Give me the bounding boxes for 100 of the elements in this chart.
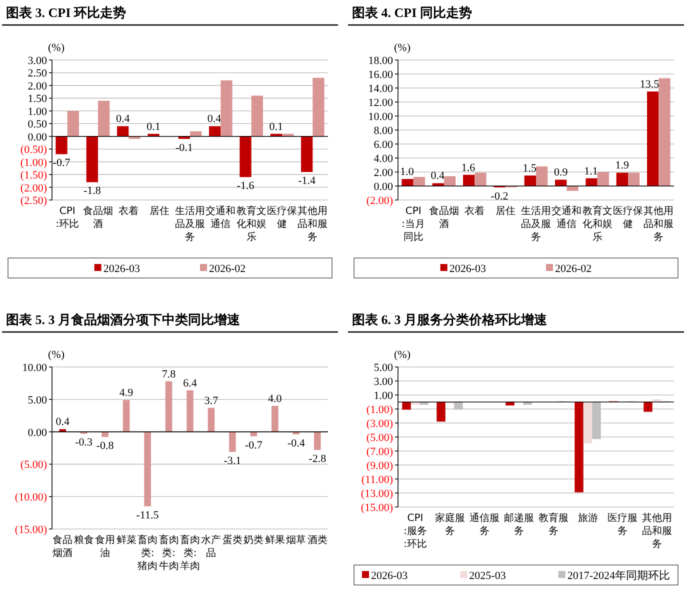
data-label: 6.4: [183, 377, 198, 390]
y-tick-label: (2.00): [20, 182, 48, 194]
x-tick-label: 衣着: [118, 205, 139, 217]
x-tick-label: 医疗服务: [607, 512, 638, 537]
y-tick-label: 0.00: [374, 181, 394, 193]
x-tick-label: 教育文化和娱乐: [582, 205, 612, 243]
y-tick-label: 5.00: [374, 362, 394, 374]
legend-label: 2025-03: [469, 570, 506, 582]
y-tick-label: (2.00): [366, 195, 394, 207]
x-tick-label: 家庭服务: [434, 512, 465, 537]
y-tick-label: (3.00): [366, 418, 394, 430]
x-tick-label: 食品烟酒: [52, 534, 73, 559]
y-tick-label: (5.00): [20, 459, 48, 472]
y-tick-label: 10.00: [22, 362, 48, 374]
x-tick-label: 居住: [149, 206, 170, 217]
x-tick-label: 医疗保健: [267, 205, 297, 230]
data-label: 7.8: [162, 368, 176, 380]
x-tick-label: 酒类: [307, 534, 328, 546]
data-label: -0.1: [175, 142, 193, 154]
y-tick-label: 12.00: [368, 97, 394, 109]
x-tick-label: 交通和通信: [206, 205, 236, 230]
data-label: 0.4: [207, 113, 222, 126]
x-tick-label: 畜肉类:猪肉: [138, 534, 158, 572]
legend-label: 2017-2024年同期环比: [567, 569, 670, 582]
legend-label: 2026-02: [209, 263, 246, 275]
data-label: 0.4: [116, 113, 130, 126]
y-tick-label: (5.00): [366, 432, 394, 444]
x-tick-label: 通信服务: [469, 512, 500, 537]
data-label: -1.6: [236, 180, 255, 192]
x-tick-label: 衣着: [464, 205, 485, 217]
data-label: 0.4: [56, 416, 70, 428]
data-label: 4.0: [268, 392, 282, 405]
y-tick-label: 5.00: [28, 394, 48, 406]
data-label: 1.5: [522, 162, 537, 174]
y-tick-label: 10.00: [368, 111, 394, 123]
data-label: -1.8: [83, 185, 102, 198]
data-label: -0.7: [244, 439, 263, 452]
x-tick-label: 食品烟酒: [83, 205, 113, 230]
x-tick-label: CPI:当月同比: [402, 206, 426, 243]
x-tick-label: 医疗保健: [613, 205, 643, 230]
data-label: 0.4: [430, 170, 445, 182]
y-tick-label: 18.00: [368, 55, 394, 67]
x-tick-label: 生活用品及服务: [175, 205, 205, 243]
y-tick-label: 4.00: [374, 153, 394, 165]
data-label: -0.3: [75, 436, 94, 449]
data-label: 0.9: [554, 166, 568, 179]
x-tick-label: 奶类: [244, 534, 264, 546]
y-tick-label: (11.00): [361, 474, 394, 486]
y-tick-label: 0.00: [28, 426, 48, 439]
y-tick-label: 0.00: [28, 131, 48, 144]
data-label: 3.7: [204, 394, 219, 407]
y-tick-label: (2.50): [20, 195, 48, 207]
x-tick-label: 畜肉类:牛肉: [158, 534, 179, 572]
data-label: 1.1: [584, 165, 598, 178]
y-tick-label: (7.00): [366, 446, 394, 458]
data-label: 0.1: [146, 120, 160, 133]
data-label: 1.0: [400, 166, 414, 178]
y-tick-label: (13.00): [360, 488, 394, 500]
x-tick-label: 其他用品和服务: [644, 205, 674, 243]
data-label: 1.9: [615, 160, 630, 172]
x-tick-label: 烟草: [286, 534, 306, 546]
x-tick-label: 交通和通信: [552, 205, 582, 230]
x-tick-label: 蛋类: [222, 534, 242, 546]
x-tick-label: 居住: [495, 206, 516, 217]
data-label: -0.7: [52, 157, 71, 170]
data-label: -0.2: [490, 190, 508, 202]
y-tick-label: (1.50): [20, 170, 48, 182]
y-tick-label: 1.50: [28, 93, 48, 106]
y-tick-label: 14.00: [368, 83, 394, 95]
y-axis-title: (%): [394, 42, 411, 54]
data-label: -2.8: [308, 452, 327, 465]
data-label: 4.9: [119, 387, 134, 400]
data-label: -3.1: [224, 454, 242, 467]
chart-title: 图表 6. 3 月服务分类价格环比增速: [352, 312, 548, 327]
x-tick-label: 教育服务: [538, 512, 568, 537]
data-label: -0.8: [96, 440, 114, 452]
y-tick-label: 2.00: [374, 167, 394, 179]
x-tick-label: 食用油: [95, 534, 116, 559]
chart-title: 图表 5. 3 月食品烟酒分项下中类同比增速: [6, 312, 241, 327]
legend-label: 2026-03: [371, 570, 408, 582]
y-tick-label: (1.00): [366, 404, 394, 416]
y-tick-label: (0.50): [20, 144, 48, 156]
y-tick-label: (10.00): [14, 492, 48, 504]
y-tick-label: 6.00: [374, 139, 394, 151]
x-tick-label: 鲜果: [264, 534, 285, 546]
y-tick-label: 2.00: [28, 80, 48, 92]
chart-title: 图表 4. CPI 同比走势: [352, 5, 472, 20]
y-tick-label: 1.00: [28, 106, 48, 118]
x-tick-label: 其他用品和服务: [642, 512, 672, 550]
legend-label: 2026-03: [449, 263, 486, 275]
x-tick-label: 教育文化和娱乐: [236, 205, 266, 243]
y-tick-label: (9.00): [366, 460, 394, 472]
x-tick-label: 粮食: [74, 534, 94, 546]
x-tick-label: 畜肉类:羊肉: [180, 534, 200, 572]
x-tick-label: 邮递服务: [504, 512, 534, 537]
y-tick-label: 3.00: [374, 376, 394, 388]
x-tick-label: CPI:环比: [56, 206, 80, 230]
x-tick-label: 食品烟酒: [429, 205, 459, 230]
y-tick-label: 8.00: [374, 125, 394, 137]
x-tick-label: 鲜菜: [116, 534, 136, 546]
